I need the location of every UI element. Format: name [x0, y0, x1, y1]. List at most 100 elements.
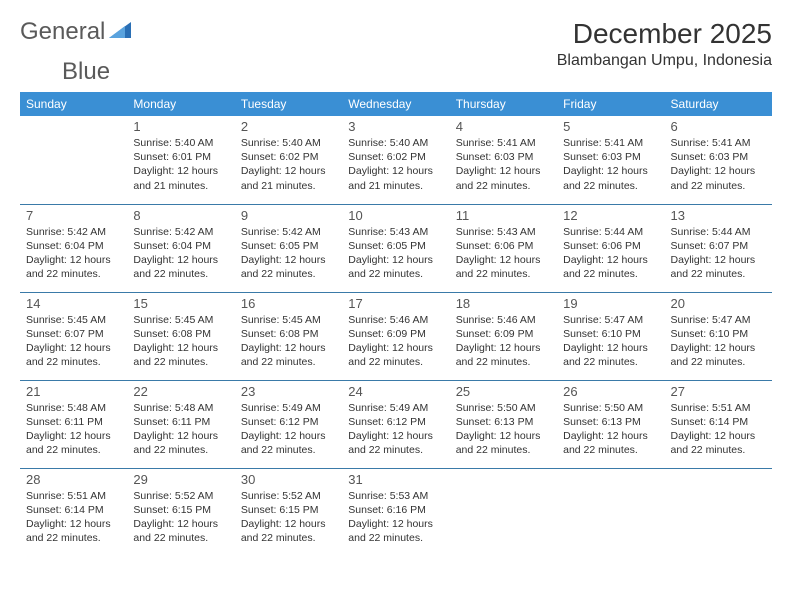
day-info: Sunrise: 5:41 AMSunset: 6:03 PMDaylight:…	[671, 136, 766, 193]
day-info: Sunrise: 5:51 AMSunset: 6:14 PMDaylight:…	[26, 489, 121, 546]
weekday-header: Friday	[557, 92, 664, 116]
calendar-cell: 1 Sunrise: 5:40 AMSunset: 6:01 PMDaylight…	[127, 116, 234, 204]
day-info: Sunrise: 5:44 AMSunset: 6:06 PMDaylight:…	[563, 225, 658, 282]
day-number: 30	[241, 472, 336, 487]
day-info: Sunrise: 5:43 AMSunset: 6:05 PMDaylight:…	[348, 225, 443, 282]
day-number: 1	[133, 119, 228, 134]
calendar-cell	[450, 468, 557, 556]
day-number: 31	[348, 472, 443, 487]
day-number: 5	[563, 119, 658, 134]
calendar-head: SundayMondayTuesdayWednesdayThursdayFrid…	[20, 92, 772, 116]
calendar-cell: 20Sunrise: 5:47 AMSunset: 6:10 PMDayligh…	[665, 292, 772, 380]
day-number: 18	[456, 296, 551, 311]
day-number: 16	[241, 296, 336, 311]
day-info: Sunrise: 5:50 AMSunset: 6:13 PMDaylight:…	[563, 401, 658, 458]
day-info: Sunrise: 5:46 AMSunset: 6:09 PMDaylight:…	[348, 313, 443, 370]
day-number: 22	[133, 384, 228, 399]
day-info: Sunrise: 5:52 AMSunset: 6:15 PMDaylight:…	[133, 489, 228, 546]
day-info: Sunrise: 5:49 AMSunset: 6:12 PMDaylight:…	[241, 401, 336, 458]
day-info: Sunrise: 5:41 AMSunset: 6:03 PMDaylight:…	[456, 136, 551, 193]
calendar-cell: 11 Sunrise: 5:43 AMSunset: 6:06 PMDayligh…	[450, 204, 557, 292]
day-info: Sunrise: 5:45 AMSunset: 6:08 PMDaylight:…	[133, 313, 228, 370]
weekday-header: Monday	[127, 92, 234, 116]
day-info: Sunrise: 5:41 AMSunset: 6:03 PMDaylight:…	[563, 136, 658, 193]
calendar-cell: 28 Sunrise: 5:51 AMSunset: 6:14 PMDayligh…	[20, 468, 127, 556]
calendar-cell: 29 Sunrise: 5:52 AMSunset: 6:15 PMDayligh…	[127, 468, 234, 556]
calendar-cell: 3 Sunrise: 5:40 AMSunset: 6:02 PMDaylight…	[342, 116, 449, 204]
day-info: Sunrise: 5:42 AMSunset: 6:04 PMDaylight:…	[133, 225, 228, 282]
day-number: 21	[26, 384, 121, 399]
day-number: 6	[671, 119, 766, 134]
day-number: 10	[348, 208, 443, 223]
day-number: 4	[456, 119, 551, 134]
day-info: Sunrise: 5:49 AMSunset: 6:12 PMDaylight:…	[348, 401, 443, 458]
day-info: Sunrise: 5:53 AMSunset: 6:16 PMDaylight:…	[348, 489, 443, 546]
triangle-icon	[109, 20, 135, 45]
calendar-cell	[20, 116, 127, 204]
day-number: 26	[563, 384, 658, 399]
day-number: 3	[348, 119, 443, 134]
day-number: 9	[241, 208, 336, 223]
calendar-cell: 26 Sunrise: 5:50 AMSunset: 6:13 PMDayligh…	[557, 380, 664, 468]
logo: General	[20, 18, 139, 46]
calendar-cell	[665, 468, 772, 556]
calendar-cell: 24 Sunrise: 5:49 AMSunset: 6:12 PMDayligh…	[342, 380, 449, 468]
weekday-header: Saturday	[665, 92, 772, 116]
day-info: Sunrise: 5:40 AMSunset: 6:02 PMDaylight:…	[241, 136, 336, 193]
calendar-cell: 21 Sunrise: 5:48 AMSunset: 6:11 PMDayligh…	[20, 380, 127, 468]
day-info: Sunrise: 5:44 AMSunset: 6:07 PMDaylight:…	[671, 225, 766, 282]
day-number: 29	[133, 472, 228, 487]
day-info: Sunrise: 5:40 AMSunset: 6:02 PMDaylight:…	[348, 136, 443, 193]
calendar-cell: 13 Sunrise: 5:44 AMSunset: 6:07 PMDayligh…	[665, 204, 772, 292]
calendar-cell: 4 Sunrise: 5:41 AMSunset: 6:03 PMDaylight…	[450, 116, 557, 204]
calendar-cell: 22Sunrise: 5:48 AMSunset: 6:11 PMDayligh…	[127, 380, 234, 468]
day-info: Sunrise: 5:42 AMSunset: 6:05 PMDaylight:…	[241, 225, 336, 282]
weekday-header: Tuesday	[235, 92, 342, 116]
calendar-cell: 31 Sunrise: 5:53 AMSunset: 6:16 PMDayligh…	[342, 468, 449, 556]
calendar-cell: 14Sunrise: 5:45 AMSunset: 6:07 PMDayligh…	[20, 292, 127, 380]
day-number: 23	[241, 384, 336, 399]
day-number: 17	[348, 296, 443, 311]
calendar-cell	[557, 468, 664, 556]
weekday-header: Thursday	[450, 92, 557, 116]
day-info: Sunrise: 5:42 AMSunset: 6:04 PMDaylight:…	[26, 225, 121, 282]
day-info: Sunrise: 5:52 AMSunset: 6:15 PMDaylight:…	[241, 489, 336, 546]
day-info: Sunrise: 5:47 AMSunset: 6:10 PMDaylight:…	[563, 313, 658, 370]
day-number: 27	[671, 384, 766, 399]
location: Blambangan Umpu, Indonesia	[557, 52, 772, 70]
calendar-cell: 8Sunrise: 5:42 AMSunset: 6:04 PMDaylight…	[127, 204, 234, 292]
day-number: 12	[563, 208, 658, 223]
title-block: December 2025 Blambangan Umpu, Indonesia	[557, 18, 772, 70]
day-number: 24	[348, 384, 443, 399]
day-number: 19	[563, 296, 658, 311]
calendar-cell: 17 Sunrise: 5:46 AMSunset: 6:09 PMDayligh…	[342, 292, 449, 380]
day-number: 11	[456, 208, 551, 223]
calendar-cell: 2Sunrise: 5:40 AMSunset: 6:02 PMDaylight…	[235, 116, 342, 204]
weekday-header: Wednesday	[342, 92, 449, 116]
day-number: 13	[671, 208, 766, 223]
calendar-cell: 16Sunrise: 5:45 AMSunset: 6:08 PMDayligh…	[235, 292, 342, 380]
logo-text-1: General	[20, 18, 105, 45]
calendar-cell: 10 Sunrise: 5:43 AMSunset: 6:05 PMDayligh…	[342, 204, 449, 292]
calendar-cell: 7 Sunrise: 5:42 AMSunset: 6:04 PMDaylight…	[20, 204, 127, 292]
logo-text-2: Blue	[62, 58, 110, 85]
day-info: Sunrise: 5:43 AMSunset: 6:06 PMDaylight:…	[456, 225, 551, 282]
day-number: 7	[26, 208, 121, 223]
calendar-cell: 18Sunrise: 5:46 AMSunset: 6:09 PMDayligh…	[450, 292, 557, 380]
calendar-body: 1 Sunrise: 5:40 AMSunset: 6:01 PMDaylight…	[20, 116, 772, 556]
calendar-cell: 30 Sunrise: 5:52 AMSunset: 6:15 PMDayligh…	[235, 468, 342, 556]
logo-text: General	[20, 18, 105, 46]
month-title: December 2025	[557, 18, 772, 50]
day-info: Sunrise: 5:45 AMSunset: 6:07 PMDaylight:…	[26, 313, 121, 370]
day-info: Sunrise: 5:40 AMSunset: 6:01 PMDaylight:…	[133, 136, 228, 193]
day-number: 28	[26, 472, 121, 487]
calendar-cell: 12 Sunrise: 5:44 AMSunset: 6:06 PMDayligh…	[557, 204, 664, 292]
weekday-header: Sunday	[20, 92, 127, 116]
calendar-cell: 27 Sunrise: 5:51 AMSunset: 6:14 PMDayligh…	[665, 380, 772, 468]
day-info: Sunrise: 5:50 AMSunset: 6:13 PMDaylight:…	[456, 401, 551, 458]
day-number: 20	[671, 296, 766, 311]
day-info: Sunrise: 5:48 AMSunset: 6:11 PMDaylight:…	[26, 401, 121, 458]
calendar-cell: 23 Sunrise: 5:49 AMSunset: 6:12 PMDayligh…	[235, 380, 342, 468]
day-info: Sunrise: 5:51 AMSunset: 6:14 PMDaylight:…	[671, 401, 766, 458]
calendar-table: SundayMondayTuesdayWednesdayThursdayFrid…	[20, 92, 772, 556]
